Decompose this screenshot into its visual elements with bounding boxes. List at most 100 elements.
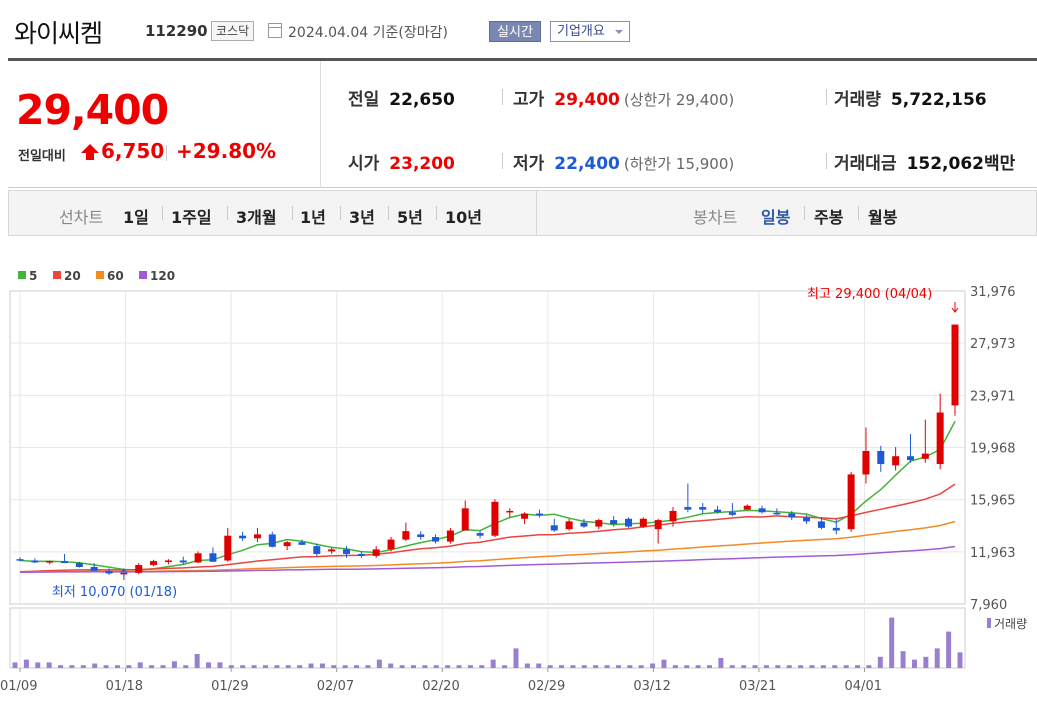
trade-amount-value: 152,062 [906,154,984,174]
volume-bar [342,665,348,668]
divider [502,153,503,169]
volume-bar [58,665,64,668]
y-tick-label: 15,965 [970,494,1016,509]
candle-body [773,512,781,515]
volume-bar [137,662,143,668]
x-tick-label: 02/20 [422,679,459,694]
divider [502,89,503,105]
low-label: 저가 [513,154,545,174]
volume-bar [809,665,815,668]
volume-bar [103,665,109,668]
tab-1w[interactable]: 1주일 [171,208,212,227]
candle-body [387,539,395,550]
x-tick-label: 02/29 [528,679,565,694]
open-value: 23,200 [389,154,455,174]
tab-weekly[interactable]: 주봉 [814,208,844,227]
chart-tabs: 선차트 1일 1주일 3개월 1년 3년 5년 10년 봉차트 일봉 주봉 월봉 [8,190,1037,236]
x-tick-label: 04/01 [845,679,882,694]
trade-amount-label: 거래대금 [834,154,897,174]
stock-chart: 5 20 60 120 31,976 27,973 23,971 19,968 15,965 11… [0,236,1037,708]
legend-swatch-5 [18,271,26,279]
high-label: 고가 [513,90,545,110]
candle-body [313,546,321,554]
tab-3m[interactable]: 3개월 [236,208,277,227]
volume-bar [35,662,41,668]
candle-body [194,553,202,563]
volume-bar [900,651,906,668]
calendar-icon [268,23,282,38]
candle-body [699,507,707,510]
divider [436,206,437,220]
volume-bar [877,656,883,668]
company-overview-dropdown[interactable]: 기업개요 [550,21,630,42]
volume-bar [946,631,952,668]
realtime-button[interactable]: 실시간 [489,21,541,42]
volume-bar [786,665,792,668]
ma-line-60 [19,520,956,573]
volume-bar [240,665,246,668]
volume-bar [422,665,428,668]
candle-body [209,553,217,562]
volume-bar [661,659,667,668]
volume-bar [763,665,769,668]
volume-value: 5,722,156 [890,90,987,110]
ma-line-20 [19,483,956,573]
candle-body [179,560,187,563]
volume-legend-swatch [987,618,991,628]
candle-body [239,535,247,539]
high-value: 29,400 [554,90,620,110]
x-tick-label: 03/12 [633,679,670,694]
volume-bar [524,663,530,668]
divider [536,191,537,235]
tab-1y[interactable]: 1년 [300,208,326,227]
divider [826,153,827,169]
ma-line-5 [19,421,956,571]
divider [804,206,805,220]
volume-bar [889,617,895,668]
volume: 거래량 5,722,156 [834,85,987,110]
lower-limit: (하한가 15,900) [623,155,735,173]
legend-swatch-120 [139,271,147,279]
volume-bar [957,652,963,668]
volume-bar [752,665,758,668]
volume-bar [285,665,291,668]
tab-monthly[interactable]: 월봉 [868,208,898,227]
candle-body [135,565,143,573]
y-tick-label: 19,968 [970,442,1016,457]
candle-body [61,561,69,564]
volume-bar [615,665,621,668]
tab-1d[interactable]: 1일 [123,208,149,227]
volume-bar [308,663,314,668]
volume-bar [911,659,917,668]
stock-header: 와이씨켐 112290 코스닥 2024.04.04 기준(장마감) 실시간 기… [0,0,1037,58]
candle-body [491,501,499,536]
tab-daily[interactable]: 일봉 [761,208,791,227]
candle-body [832,527,840,531]
candle-body [268,534,276,547]
volume-bar [410,665,416,668]
tab-5y[interactable]: 5년 [397,208,423,227]
candle-body [164,560,172,562]
volume-bar [149,665,155,668]
candle-body [506,510,514,513]
divider [166,145,167,161]
market-badge: 코스닥 [211,21,255,41]
candle-body [372,549,380,556]
candle-body [521,513,529,519]
candle-body [892,456,900,466]
tab-10y[interactable]: 10년 [445,208,482,227]
ma-line-120 [19,545,956,573]
volume-bar [570,665,576,668]
company-overview-label: 기업개요 [557,24,605,39]
volume-bar [775,665,781,668]
tab-3y[interactable]: 3년 [349,208,375,227]
candle-body [550,525,558,531]
volume-bar [433,665,439,668]
y-tick-label: 27,973 [970,337,1016,352]
current-price: 29,400 [16,86,169,134]
legend-label-60: 60 [107,269,124,283]
volume-bar [741,665,747,668]
volume-bar [354,665,360,668]
candle-body [906,456,914,461]
candle-body [565,521,573,530]
